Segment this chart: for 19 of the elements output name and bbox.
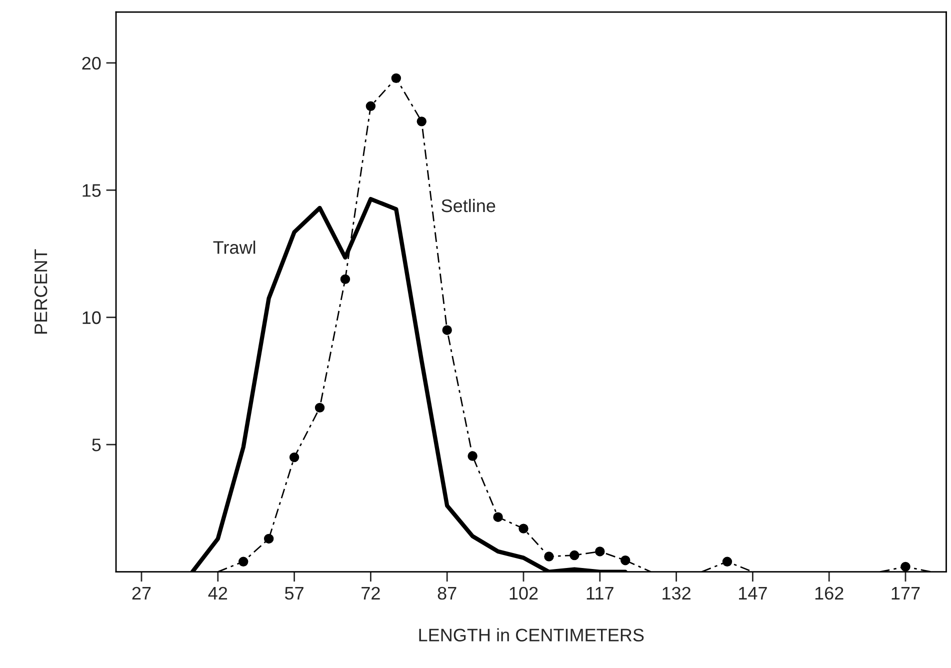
x-tick-label: 177 [892,587,920,600]
x-tick-label: 57 [284,587,304,600]
y-tick-label: 10 [82,311,101,324]
x-tick-label: 87 [438,586,456,600]
series-label: Trawl [213,240,256,254]
y-tick-label: 20 [82,56,101,70]
x-tick-label: 42 [208,586,228,600]
x-tick-label: 132 [662,586,690,600]
x-axis-title: LENGTH in CENTIMETERS [419,628,644,642]
x-tick-label: 102 [510,586,538,600]
series-label: Setline [442,198,496,212]
y-tick-label: 15 [82,184,101,197]
x-tick-label: 27 [132,586,151,600]
x-tick-label: 162 [815,586,844,600]
x-tick-label: 147 [739,587,767,600]
y-tick-label: 5 [92,438,101,452]
y-axis-title: PERCENT [34,249,48,334]
x-tick-label: 72 [362,586,380,600]
x-tick-label: 117 [586,587,614,600]
